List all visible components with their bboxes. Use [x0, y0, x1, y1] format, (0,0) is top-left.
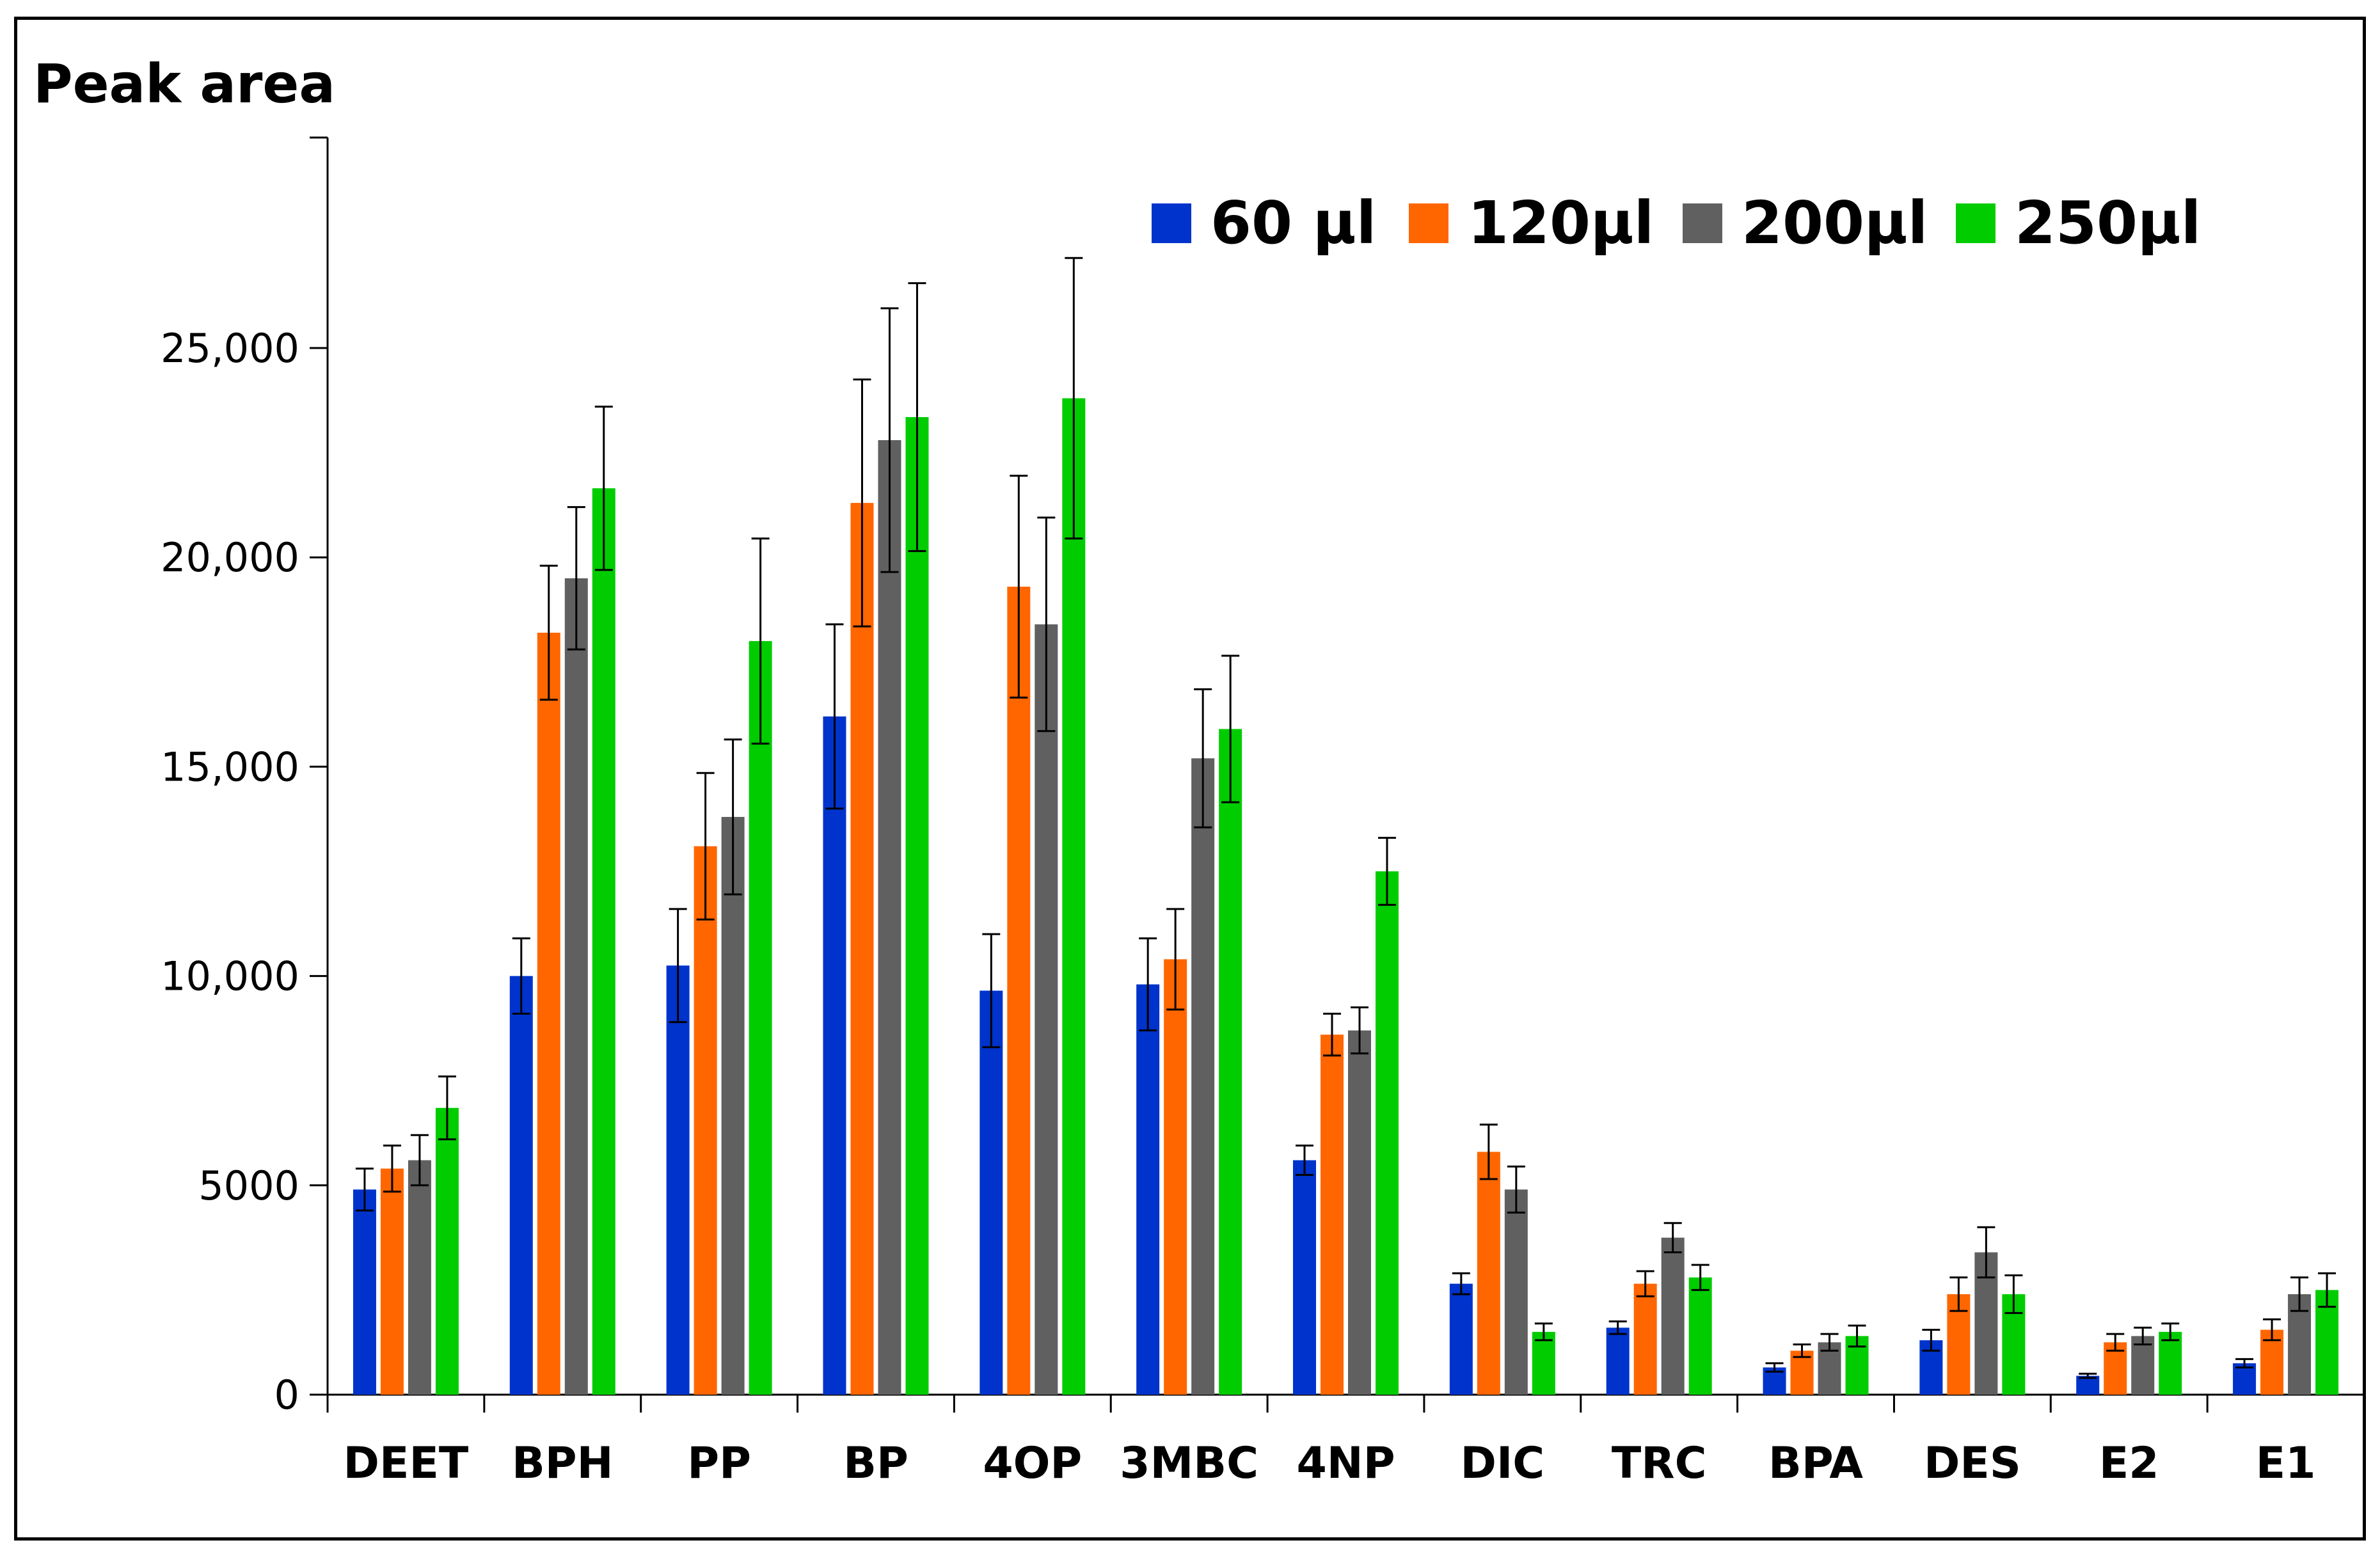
bar [564, 578, 588, 1395]
legend-label: 200µl [1741, 189, 1928, 257]
category-label: PP [687, 1438, 751, 1489]
y-tick-label: 0 [274, 1372, 299, 1418]
category-label: BP [843, 1438, 908, 1489]
bar [353, 1189, 376, 1395]
error-bars [355, 257, 2336, 1379]
bar [823, 716, 846, 1395]
bar [721, 816, 745, 1395]
category-label: TRC [1612, 1438, 1707, 1489]
bar [850, 503, 874, 1395]
bar [1062, 398, 1086, 1395]
bar [1688, 1277, 1712, 1395]
category-label: BPH [512, 1438, 614, 1489]
y-axis-label: Peak area [33, 52, 335, 115]
bar [509, 976, 533, 1395]
chart-frame [14, 17, 2366, 1541]
bar [1661, 1237, 1685, 1395]
bar [1191, 758, 1215, 1395]
bar [1606, 1327, 1630, 1395]
bar [537, 632, 560, 1395]
y-tick-label: 20,000 [161, 534, 299, 581]
bar [1532, 1331, 1555, 1395]
category-label: 3MBC [1120, 1438, 1258, 1489]
bar [1477, 1152, 1500, 1395]
bar [1321, 1034, 1344, 1395]
bar [1007, 587, 1031, 1395]
bar [592, 488, 615, 1395]
y-tick-label: 5000 [198, 1162, 299, 1209]
bar [1219, 729, 1242, 1395]
bar [408, 1160, 431, 1395]
bar [1164, 959, 1187, 1395]
category-label: DEET [344, 1438, 469, 1489]
category-label: E2 [2099, 1438, 2159, 1489]
bar [749, 641, 772, 1395]
y-tick-label: 15,000 [161, 743, 299, 790]
bars [353, 398, 2339, 1395]
bar [1449, 1283, 1473, 1395]
bar [1376, 871, 1399, 1395]
bar [1504, 1189, 1528, 1395]
category-label: 4NP [1296, 1438, 1395, 1489]
legend-swatch [1152, 203, 1191, 243]
bar [980, 990, 1003, 1395]
bar [905, 416, 929, 1395]
bar [2076, 1375, 2100, 1395]
bar [2131, 1336, 2155, 1395]
bar [435, 1107, 459, 1395]
bar [1633, 1283, 1657, 1395]
legend-swatch [1683, 203, 1722, 243]
y-tick-label: 10,000 [161, 953, 299, 1000]
category-label: DIC [1461, 1438, 1545, 1489]
bar [1293, 1160, 1316, 1395]
category-label: E1 [2256, 1438, 2316, 1489]
axes: 0 5000 10,000 15,000 20,000 25,000 DEET BPH PP BP… [161, 136, 2365, 1489]
legend-swatch [1956, 203, 1995, 243]
legend-label: 120µl [1468, 189, 1654, 257]
legend: 60 µl 120µl 200µl 250µl [1152, 189, 2201, 257]
bar [666, 965, 690, 1395]
bar [1035, 624, 1058, 1395]
y-tick-label: 25,000 [161, 325, 299, 372]
category-label: 4OP [983, 1438, 1082, 1489]
bar [1790, 1351, 1814, 1395]
bar [1136, 984, 1160, 1395]
bar [878, 440, 901, 1395]
legend-label: 60 µl [1210, 189, 1376, 257]
legend-label: 250µl [2015, 189, 2201, 257]
bar [380, 1168, 404, 1395]
bar [2159, 1331, 2182, 1395]
bar [2233, 1363, 2257, 1395]
legend-swatch [1409, 203, 1448, 243]
category-label: DES [1924, 1438, 2021, 1489]
bar [694, 846, 717, 1395]
bar [1348, 1030, 1371, 1395]
category-label: BPA [1768, 1438, 1863, 1489]
